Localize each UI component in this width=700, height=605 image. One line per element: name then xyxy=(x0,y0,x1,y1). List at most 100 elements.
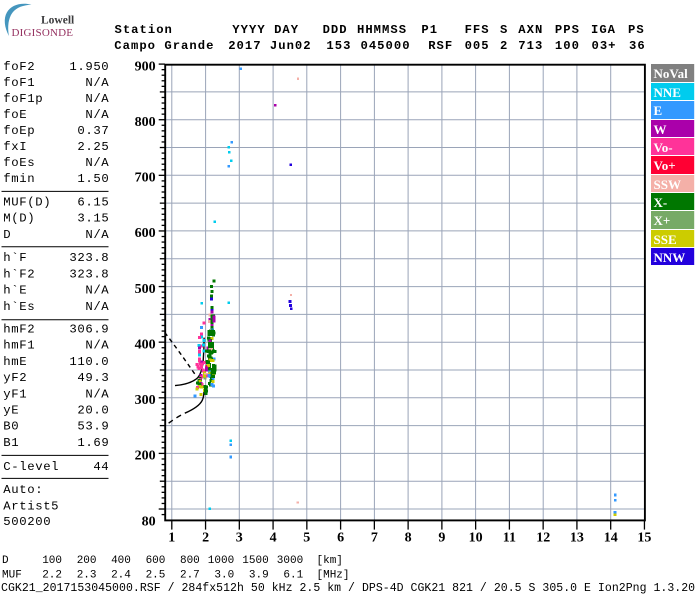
svg-text:SSW: SSW xyxy=(654,177,681,192)
svg-text:11: 11 xyxy=(503,531,516,546)
svg-text:E: E xyxy=(654,103,663,118)
svg-text:2017: 2017 xyxy=(228,39,261,53)
svg-text:SSE: SSE xyxy=(654,232,677,247)
svg-text:2.3: 2.3 xyxy=(77,570,97,582)
svg-text:hmF2: hmF2 xyxy=(3,323,35,337)
svg-text:Station: Station xyxy=(115,23,173,37)
svg-text:DIGISONDE: DIGISONDE xyxy=(12,27,74,39)
svg-text:2: 2 xyxy=(202,531,209,546)
svg-text:1.50: 1.50 xyxy=(77,172,109,186)
svg-text:foF1p: foF1p xyxy=(3,92,43,106)
svg-text:N/A: N/A xyxy=(85,300,109,314)
svg-text:80: 80 xyxy=(142,514,156,529)
svg-text:600: 600 xyxy=(135,226,156,241)
svg-text:005: 005 xyxy=(465,39,490,53)
svg-text:045000: 045000 xyxy=(361,39,411,53)
svg-text:N/A: N/A xyxy=(85,339,109,353)
svg-text:1000: 1000 xyxy=(208,555,234,567)
svg-text:53.9: 53.9 xyxy=(77,420,109,434)
svg-text:700: 700 xyxy=(135,171,156,186)
svg-text:Artist5: Artist5 xyxy=(3,500,59,514)
svg-text:Auto:: Auto: xyxy=(3,483,43,497)
svg-text:foEs: foEs xyxy=(3,156,35,170)
svg-text:14: 14 xyxy=(604,531,618,546)
svg-text:2: 2 xyxy=(500,39,508,53)
svg-text:N/A: N/A xyxy=(85,76,109,90)
svg-text:Vo+: Vo+ xyxy=(654,158,676,173)
svg-text:1500: 1500 xyxy=(242,555,268,567)
svg-text:4: 4 xyxy=(270,531,277,546)
svg-text:N/A: N/A xyxy=(85,284,109,298)
svg-text:YYYY: YYYY xyxy=(232,23,265,37)
svg-text:foF2: foF2 xyxy=(3,60,35,74)
svg-text:PS: PS xyxy=(628,23,645,37)
svg-text:300: 300 xyxy=(135,393,156,408)
svg-text:400: 400 xyxy=(111,555,131,567)
svg-text:DAY: DAY xyxy=(274,23,299,37)
svg-text:5: 5 xyxy=(303,531,310,546)
svg-text:2.5: 2.5 xyxy=(146,570,166,582)
svg-text:36: 36 xyxy=(629,39,646,53)
svg-text:NoVal: NoVal xyxy=(654,66,689,81)
svg-text:15: 15 xyxy=(637,531,651,546)
svg-text:1.950: 1.950 xyxy=(69,60,109,74)
svg-text:fmin: fmin xyxy=(3,172,35,186)
svg-text:0.37: 0.37 xyxy=(77,124,109,138)
svg-text:PPS: PPS xyxy=(555,23,580,37)
svg-text:Vo-: Vo- xyxy=(654,140,673,155)
svg-text:600: 600 xyxy=(146,555,166,567)
svg-text:yF1: yF1 xyxy=(3,387,27,401)
svg-text:2.4: 2.4 xyxy=(111,570,131,582)
svg-text:6: 6 xyxy=(337,531,344,546)
svg-text:110.0: 110.0 xyxy=(69,355,109,369)
svg-text:500: 500 xyxy=(135,282,156,297)
svg-text:800: 800 xyxy=(180,555,200,567)
svg-text:3.0: 3.0 xyxy=(214,570,234,582)
svg-text:DDD: DDD xyxy=(323,23,348,37)
svg-text:10: 10 xyxy=(469,531,483,546)
svg-text:hmE: hmE xyxy=(3,355,27,369)
svg-text:200: 200 xyxy=(135,449,156,464)
svg-text:S: S xyxy=(500,23,508,37)
svg-text:306.9: 306.9 xyxy=(69,323,109,337)
svg-text:200: 200 xyxy=(77,555,97,567)
svg-text:yE: yE xyxy=(3,403,19,417)
svg-text:NNE: NNE xyxy=(654,85,681,100)
svg-text:8: 8 xyxy=(405,531,412,546)
svg-text:44: 44 xyxy=(93,460,109,474)
svg-text:FFS: FFS xyxy=(465,23,490,37)
svg-text:Jun02: Jun02 xyxy=(270,39,312,53)
svg-text:3: 3 xyxy=(236,531,243,546)
svg-text:20.0: 20.0 xyxy=(77,403,109,417)
svg-text:M(D): M(D) xyxy=(3,212,35,226)
svg-text:B1: B1 xyxy=(3,436,19,450)
svg-text:3000: 3000 xyxy=(277,555,303,567)
svg-text:400: 400 xyxy=(135,337,156,352)
svg-text:HHMMSS: HHMMSS xyxy=(357,23,407,37)
svg-text:323.8: 323.8 xyxy=(69,267,109,281)
svg-text:100: 100 xyxy=(555,39,580,53)
svg-text:W: W xyxy=(654,122,667,137)
svg-text:[MHz]: [MHz] xyxy=(317,570,350,582)
svg-text:C-level: C-level xyxy=(3,460,59,474)
svg-text:49.3: 49.3 xyxy=(77,371,109,385)
svg-text:2.25: 2.25 xyxy=(77,140,109,154)
svg-text:153: 153 xyxy=(326,39,351,53)
svg-text:12: 12 xyxy=(536,531,550,546)
svg-text:AXN: AXN xyxy=(518,23,543,37)
svg-text:2.7: 2.7 xyxy=(180,570,200,582)
svg-text:900: 900 xyxy=(135,59,156,74)
svg-text:03+: 03+ xyxy=(592,39,617,53)
svg-text:3.15: 3.15 xyxy=(77,212,109,226)
svg-text:6.1: 6.1 xyxy=(283,570,303,582)
svg-text:foF1: foF1 xyxy=(3,76,35,90)
svg-text:yF2: yF2 xyxy=(3,371,27,385)
svg-text:X+: X+ xyxy=(654,213,671,228)
svg-text:MUF(D): MUF(D) xyxy=(3,195,51,209)
svg-text:RSF: RSF xyxy=(428,39,453,53)
svg-text:h`F: h`F xyxy=(3,251,27,265)
svg-text:323.8: 323.8 xyxy=(69,251,109,265)
svg-text:500200: 500200 xyxy=(3,515,51,529)
svg-text:N/A: N/A xyxy=(85,156,109,170)
svg-text:7: 7 xyxy=(371,531,378,546)
